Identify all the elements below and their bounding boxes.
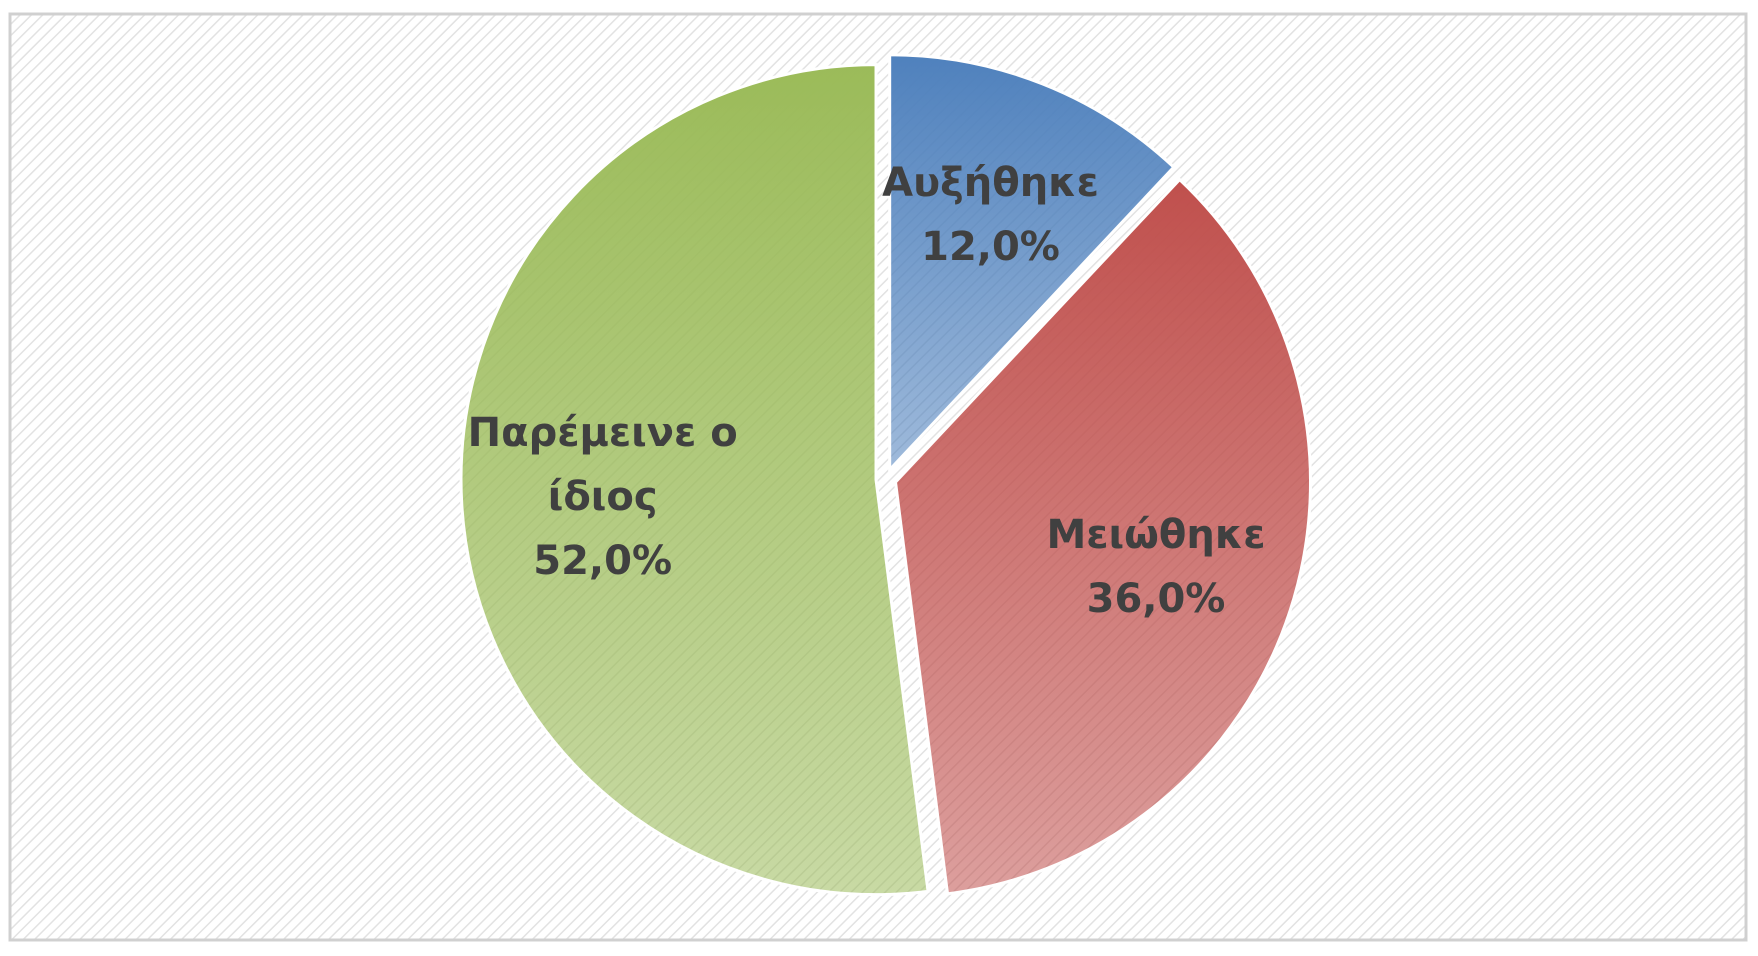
data-label: Αυξήθηκε 12,0% [841, 151, 1141, 279]
pie-slice [893, 177, 1312, 896]
category-label: Μειώθηκε [1046, 511, 1266, 558]
pie-slice [888, 53, 1176, 474]
pie-slice [459, 63, 930, 897]
value-label: 36,0% [1086, 575, 1226, 622]
data-label: Μειώθηκε 36,0% [1006, 503, 1306, 631]
value-label: 52,0% [533, 537, 673, 584]
category-label: Αυξήθηκε [882, 160, 1099, 207]
category-label: Παρέμεινε ο ίδιος [467, 409, 738, 520]
value-label: 12,0% [921, 224, 1060, 271]
data-label: Παρέμεινε ο ίδιος 52,0% [453, 401, 753, 593]
